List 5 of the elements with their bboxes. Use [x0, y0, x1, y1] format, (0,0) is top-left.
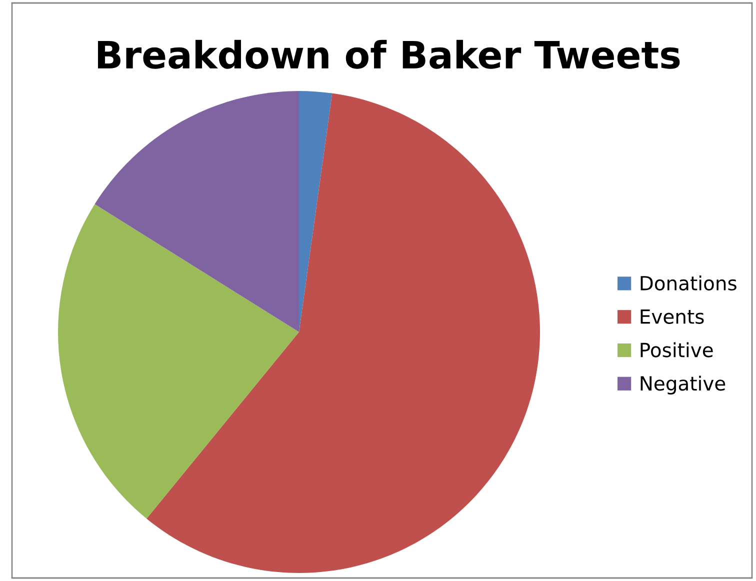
legend-label: Donations	[640, 275, 736, 291]
legend-label: Events	[640, 309, 704, 324]
legend-label: Negative	[640, 376, 726, 395]
chart-title: Breakdown of Baker Tweets	[98, 40, 680, 69]
legend-label: Positive	[640, 342, 713, 358]
